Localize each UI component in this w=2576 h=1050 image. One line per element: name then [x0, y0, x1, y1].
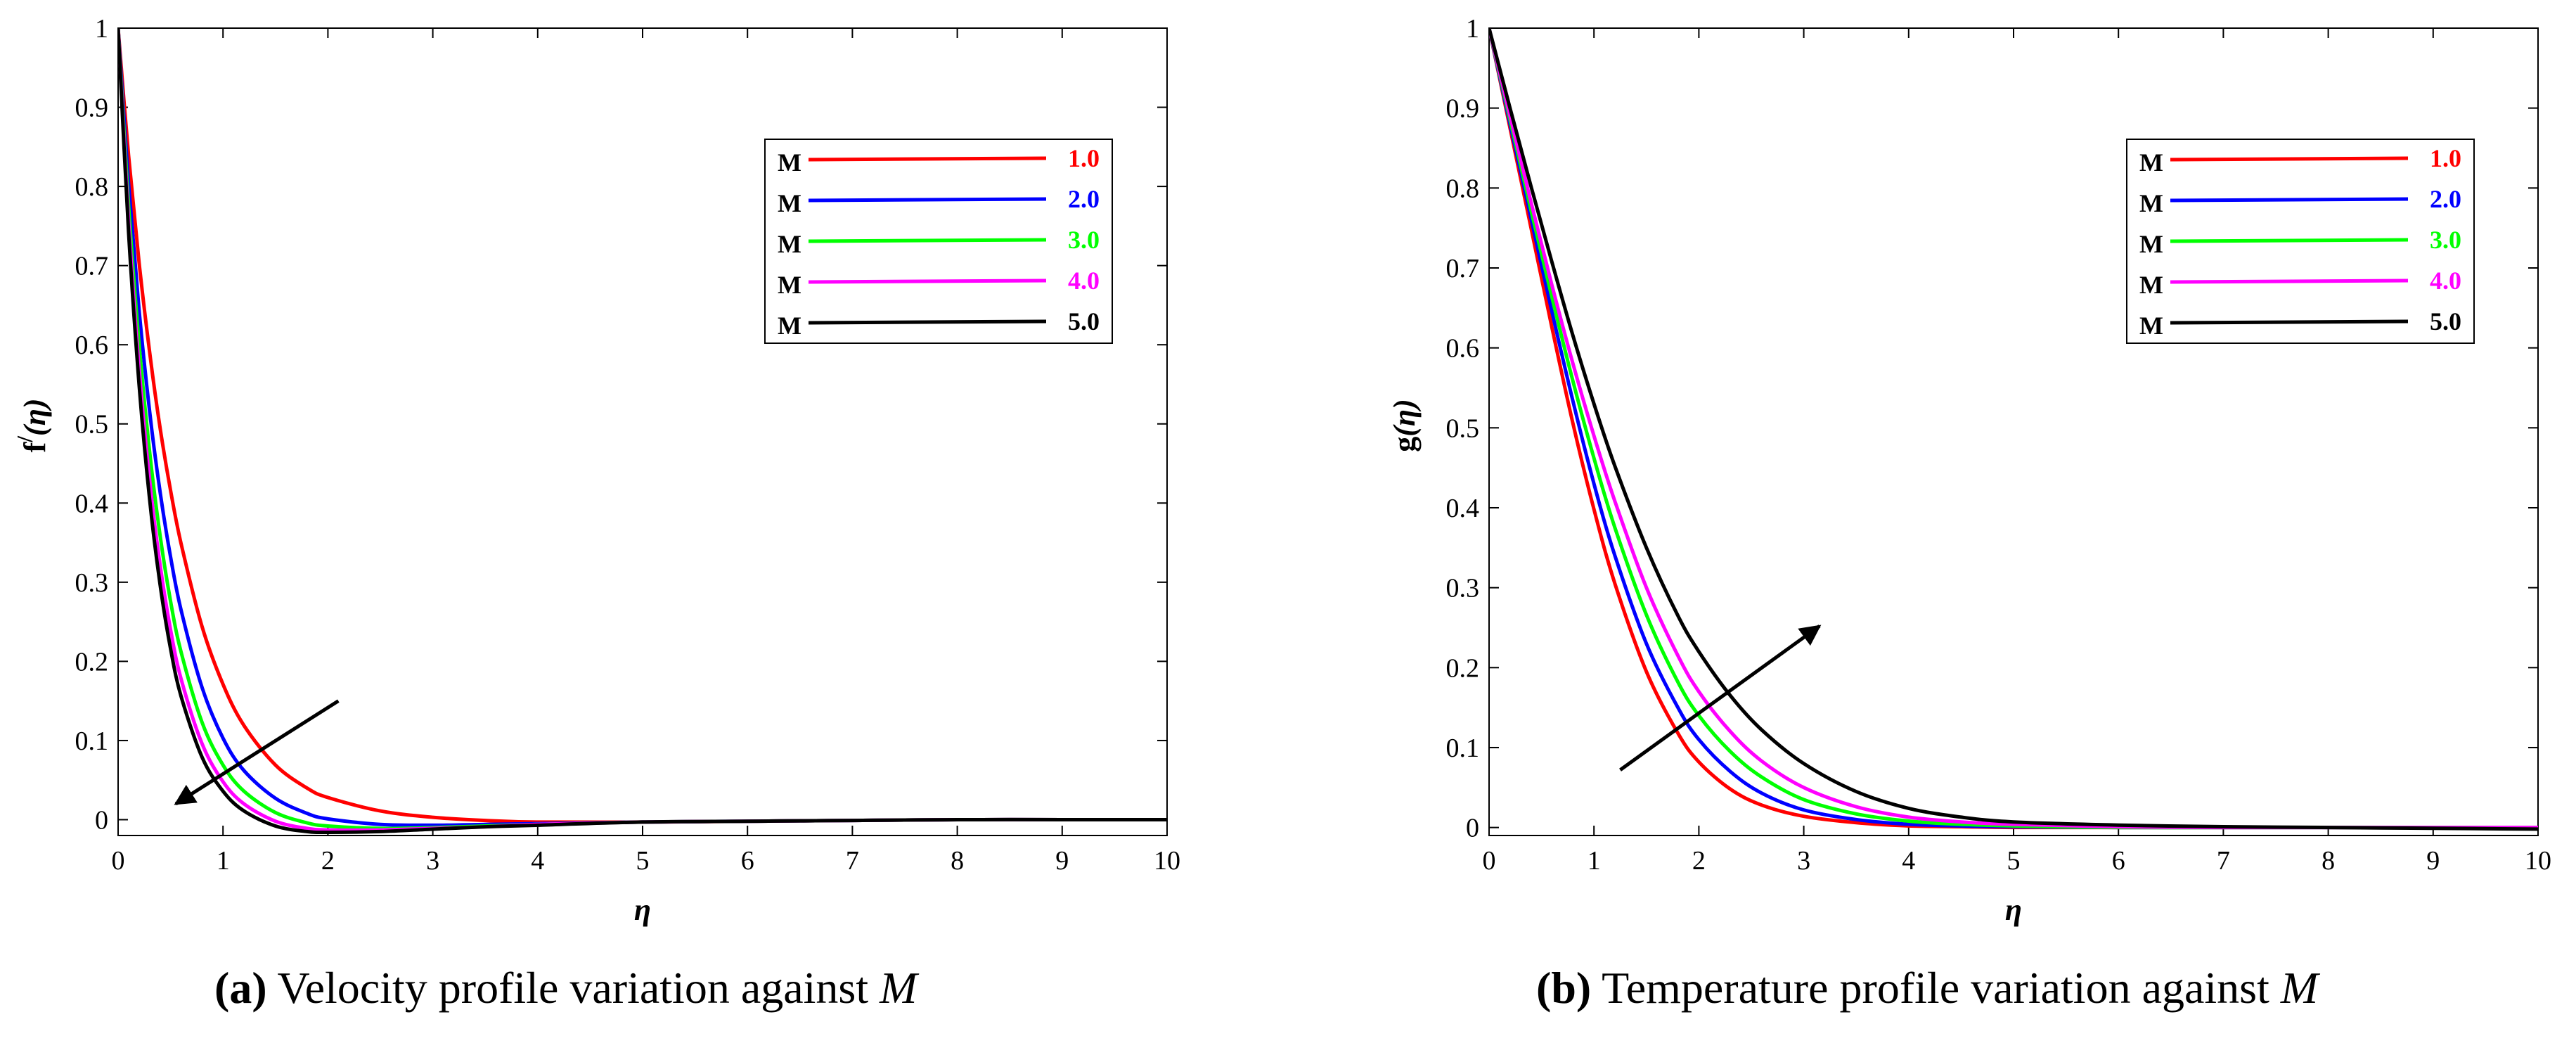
caption-a: (a) Velocity profile variation against M	[214, 962, 917, 1014]
panel-a-xtick-label-7: 7	[846, 846, 859, 876]
panel-b-legend-swatch-2	[2170, 238, 2409, 243]
panel-b-xtick-label-5: 5	[2007, 846, 2021, 876]
panel-b-xtick-label-10: 10	[2525, 846, 2551, 876]
panel-a-ytick-label-10: 1	[95, 14, 108, 44]
panel-a-xtick-label-6: 6	[741, 846, 754, 876]
panel-a-x-axis-label: η	[634, 892, 651, 927]
panel-a-ytick-label-3: 0.3	[75, 568, 109, 598]
caption-a-label: (a)	[214, 963, 267, 1013]
caption-b-label: (b)	[1536, 963, 1592, 1013]
panel-a-xtick-label-8: 8	[951, 846, 964, 876]
panel-b-temperature: 0 1 2 3 4 5 6 7 8 9 10 0 0.1 0.2 0.3 0.4 0.5 0.6 0.7 0.8 0.9…	[1387, 14, 2551, 927]
panel-a-ytick-label-4: 0.4	[75, 489, 109, 518]
panel-a-legend-prefix-2: M	[778, 230, 801, 258]
panel-a-legend-value-4: 5.0	[1068, 307, 1100, 335]
panel-b-xtick-label-4: 4	[1902, 846, 1915, 876]
caption-b-text: Temperature profile variation against	[1591, 963, 2281, 1013]
panel-b-ytick-label-6: 0.6	[1446, 334, 1480, 364]
panel-a-y-axis-label-main: f	[18, 442, 52, 453]
panel-a-ytick-label-0: 0	[95, 805, 108, 835]
panel-b-legend-swatch-0	[2170, 156, 2409, 162]
panel-a-ytick-label-7: 0.7	[75, 252, 109, 281]
panel-a-legend-swatch-2	[808, 238, 1047, 243]
panel-b-ytick-label-2: 0.2	[1446, 653, 1480, 683]
panel-a-y-axis-label-prime: /	[12, 435, 37, 443]
panel-a-ytick-label-1: 0.1	[75, 726, 109, 756]
panel-b-legend-value-0: 1.0	[2430, 144, 2461, 172]
panel-a-legend-swatch-3	[808, 278, 1047, 284]
panel-b-ytick-label-7: 0.7	[1446, 254, 1480, 283]
panel-b-y-axis-label-arg: (η)	[1387, 399, 1422, 436]
panel-a-legend-prefix-0: M	[778, 148, 801, 177]
panel-b-ytick-label-8: 0.8	[1446, 174, 1480, 203]
panel-b-y-axis-label: g(η)	[1387, 399, 1422, 452]
panel-a-xtick-label-0: 0	[112, 846, 125, 876]
panel-a-legend-value-1: 2.0	[1068, 185, 1100, 213]
panel-b-xtick-label-9: 9	[2426, 846, 2440, 876]
panel-a-xtick-label-4: 4	[531, 846, 544, 876]
panel-b-ytick-label-4: 0.4	[1446, 494, 1480, 523]
panel-a-xtick-label-2: 2	[321, 846, 335, 876]
panel-a-legend-swatch-1	[808, 197, 1047, 203]
caption-a-text: Velocity profile variation against	[266, 963, 880, 1013]
panel-b-y-axis-label-main: g	[1387, 437, 1422, 452]
caption-b-variable: M	[2280, 963, 2319, 1013]
panel-b-xtick-label-2: 2	[1692, 846, 1706, 876]
panel-a-ytick-label-8: 0.8	[75, 172, 109, 202]
panel-b-ytick-label-0: 0	[1466, 814, 1479, 843]
panel-b-trend-arrow	[1619, 625, 1822, 772]
panel-b-ytick-label-5: 0.5	[1446, 414, 1480, 443]
panel-b-legend-prefix-3: M	[2139, 271, 2163, 299]
panel-b-legend-swatch-4	[2170, 319, 2409, 325]
panel-a-legend-swatch-0	[808, 156, 1047, 162]
panel-b-legend-value-1: 2.0	[2430, 185, 2461, 213]
panel-b-legend-prefix-0: M	[2139, 148, 2163, 177]
panel-b-xtick-label-6: 6	[2112, 846, 2125, 876]
panel-b-legend-swatch-3	[2170, 278, 2409, 284]
panel-b-legend-value-2: 3.0	[2430, 226, 2461, 254]
panel-b-series-line-4	[1489, 28, 2538, 831]
panel-b-xtick-label-7: 7	[2217, 846, 2230, 876]
panel-a-velocity: 0 1 2 3 4 5 6 7 8 9 10 0 0.1 0.2 0.3 0.4 0.5 0.6 0.7 0.8 0.9…	[12, 14, 1180, 927]
panel-b-xtick-label-8: 8	[2321, 846, 2335, 876]
caption-a-variable: M	[880, 963, 917, 1013]
panel-a-xtick-label-10: 10	[1154, 846, 1180, 876]
panel-b-legend-value-4: 5.0	[2430, 307, 2461, 335]
panel-b-xtick-label-1: 1	[1588, 846, 1601, 876]
panel-a-legend-prefix-1: M	[778, 189, 801, 217]
caption-b: (b) Temperature profile variation agains…	[1536, 962, 2318, 1014]
panel-a-ytick-label-5: 0.5	[75, 410, 109, 440]
panel-a-xtick-label-9: 9	[1055, 846, 1069, 876]
panel-a-legend-swatch-4	[808, 319, 1047, 325]
panel-b-legend-value-3: 4.0	[2430, 267, 2461, 295]
panel-a-series-line-4	[118, 28, 1167, 835]
panel-b-legend-prefix-1: M	[2139, 189, 2163, 217]
panel-a-legend-prefix-3: M	[778, 271, 801, 299]
panel-b-legend-swatch-1	[2170, 197, 2409, 203]
panel-a-xtick-label-1: 1	[217, 846, 230, 876]
panel-a-legend-prefix-4: M	[778, 312, 801, 340]
panel-a-legend-value-3: 4.0	[1068, 267, 1100, 295]
panel-b-ytick-label-9: 0.9	[1446, 94, 1480, 124]
panel-a-xtick-label-5: 5	[636, 846, 650, 876]
panel-b-legend-prefix-4: M	[2139, 312, 2163, 340]
panel-a-xtick-label-3: 3	[426, 846, 439, 876]
panel-b-xtick-label-3: 3	[1797, 846, 1810, 876]
panel-a-y-axis-label-arg: (η)	[18, 399, 52, 436]
panel-b-ytick-label-1: 0.1	[1446, 734, 1480, 763]
panel-a-ytick-label-6: 0.6	[75, 331, 109, 360]
panel-b-x-axis-label: η	[2005, 892, 2022, 927]
panel-a-y-axis-label: f/(η)	[12, 399, 52, 453]
panel-b-ytick-label-3: 0.3	[1446, 574, 1480, 603]
panel-a-trend-arrow	[174, 699, 340, 806]
panel-b-legend-prefix-2: M	[2139, 230, 2163, 258]
panel-a-legend-value-0: 1.0	[1068, 144, 1100, 172]
panel-b-ytick-label-10: 1	[1466, 14, 1479, 44]
panel-a-ytick-label-2: 0.2	[75, 647, 109, 677]
panel-b-xtick-label-0: 0	[1483, 846, 1496, 876]
panel-a-legend-value-2: 3.0	[1068, 226, 1100, 254]
panel-a-ytick-label-9: 0.9	[75, 94, 109, 123]
